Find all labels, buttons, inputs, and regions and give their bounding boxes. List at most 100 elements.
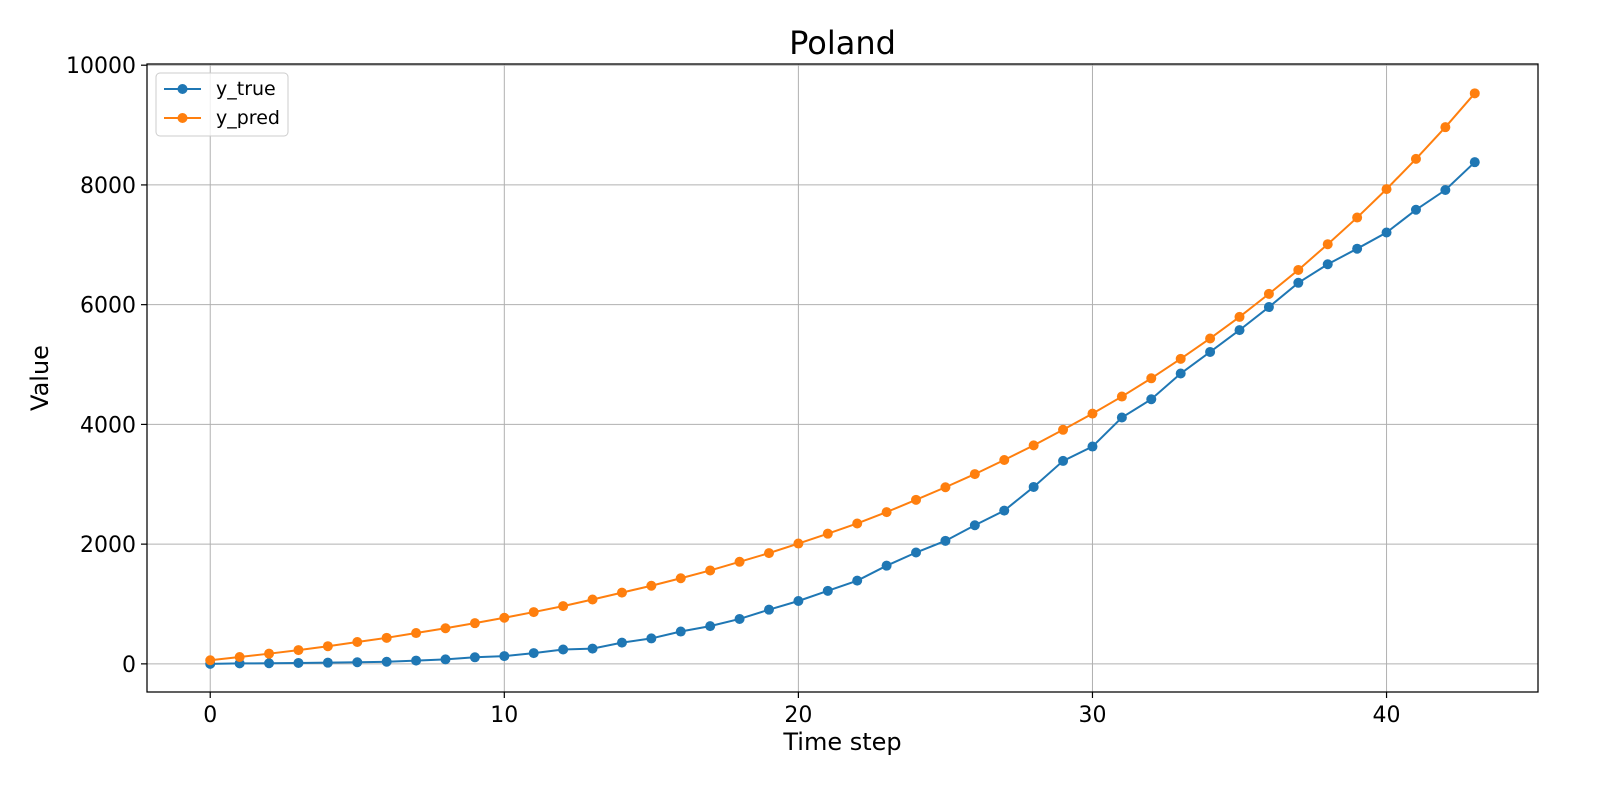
data-point [1293,277,1304,288]
data-point [352,637,363,648]
data-point [1175,368,1186,379]
data-point [1263,288,1274,299]
data-point [1146,373,1157,384]
y-tick-label: 0 [122,653,136,678]
data-point [1058,424,1069,435]
data-point [1352,212,1363,223]
data-point [999,455,1010,466]
data-point [1322,239,1333,250]
data-point [675,626,686,637]
data-point [411,628,422,639]
series-y_pred [205,88,1480,666]
data-point [675,573,686,584]
data-point [1087,441,1098,452]
plot-frame [146,63,1539,693]
data-point [1116,412,1127,423]
data-point [969,469,980,480]
data-point [1322,259,1333,270]
y-tick-label: 4000 [80,413,136,438]
data-point [499,651,510,662]
data-point [646,633,657,644]
legend-label: y_pred [216,107,280,129]
data-point [763,604,774,615]
data-point [616,637,627,648]
data-point [1087,408,1098,419]
legend: y_true y_pred [155,72,289,137]
data-point [1469,88,1480,99]
data-point [1440,122,1451,133]
legend-swatch-marker [177,113,188,123]
data-point [1205,346,1216,357]
data-point [705,565,716,576]
data-point [440,623,451,634]
x-tick-label: 30 [1078,703,1106,728]
data-point [1028,481,1039,492]
series-y_true [205,157,1480,669]
data-point [940,482,951,493]
x-tick-label: 10 [490,703,518,728]
data-point [646,580,657,591]
data-point [881,507,892,518]
data-point [587,643,598,654]
data-point [1116,391,1127,402]
data-point [911,494,922,505]
data-point [322,657,333,668]
data-point [763,548,774,559]
data-point [1381,227,1392,238]
data-point [205,655,216,666]
x-tick-label: 0 [203,703,217,728]
data-point [469,652,480,663]
ticks: 0 10 20 30 40 0 2000 4000 6000 8000 10000 [66,54,1401,728]
data-point [1234,311,1245,322]
data-point [587,594,598,605]
series-line [210,161,1476,665]
data-point [381,632,392,643]
series-line [210,92,1476,662]
y-tick-label: 10000 [66,54,136,79]
data-point [1234,325,1245,336]
data-point [1352,243,1363,254]
x-axis-label: Time step [782,728,901,756]
x-tick-label: 40 [1373,703,1401,728]
data-point [234,651,245,662]
y-axis-label: Value [26,345,54,411]
data-point [528,607,539,618]
data-point [1205,333,1216,344]
data-point [616,587,627,598]
data-point [1381,184,1392,195]
legend-label: y_true [216,78,276,100]
data-point [411,655,422,666]
data-point [1058,455,1069,466]
data-point [1146,394,1157,405]
data-point [969,520,980,531]
data-point [1293,264,1304,275]
data-point [264,648,275,659]
legend-swatch-marker [177,84,188,94]
data-point [734,613,745,624]
data-point [469,618,480,629]
data-point [293,645,304,656]
data-point [264,658,275,669]
data-point [1028,440,1039,451]
data-point [793,538,804,549]
data-point [1410,153,1421,164]
series-group [205,88,1480,669]
data-point [293,657,304,668]
data-point [999,505,1010,516]
data-point [793,596,804,607]
data-point [352,657,363,668]
data-point [1440,185,1451,196]
data-point [822,585,833,596]
data-point [381,656,392,667]
data-point [1469,157,1480,168]
data-point [1263,302,1274,313]
data-point [440,654,451,665]
chart-title: Poland [789,24,896,62]
data-point [734,556,745,567]
data-point [822,528,833,539]
data-point [911,547,922,558]
data-point [1410,204,1421,215]
data-point [499,612,510,623]
